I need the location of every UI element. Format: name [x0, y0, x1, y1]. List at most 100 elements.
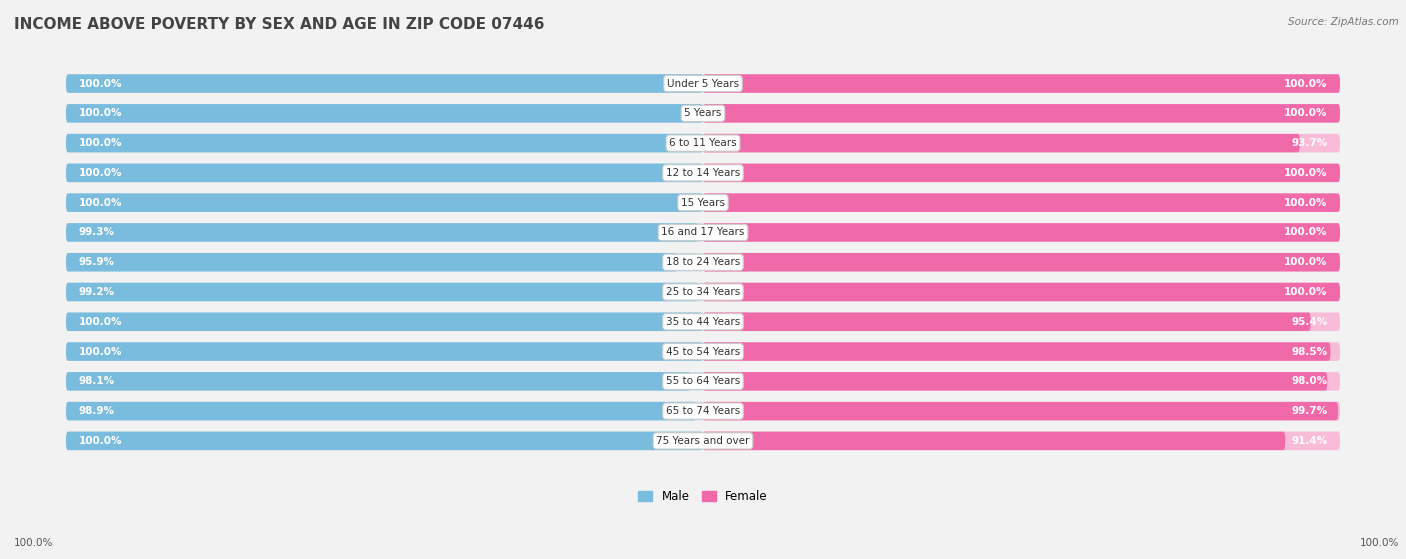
FancyBboxPatch shape [66, 134, 1340, 153]
FancyBboxPatch shape [66, 402, 1340, 420]
FancyBboxPatch shape [66, 312, 1340, 331]
Text: 100.0%: 100.0% [79, 436, 122, 446]
FancyBboxPatch shape [66, 104, 1340, 122]
FancyBboxPatch shape [66, 312, 703, 331]
Text: 100.0%: 100.0% [79, 198, 122, 207]
FancyBboxPatch shape [66, 223, 703, 241]
Text: 25 to 34 Years: 25 to 34 Years [666, 287, 740, 297]
Text: 95.4%: 95.4% [1291, 317, 1327, 327]
Text: 65 to 74 Years: 65 to 74 Years [666, 406, 740, 416]
FancyBboxPatch shape [703, 283, 1340, 301]
FancyBboxPatch shape [66, 372, 690, 391]
Text: 100.0%: 100.0% [79, 79, 122, 88]
FancyBboxPatch shape [703, 223, 1340, 241]
Text: 93.7%: 93.7% [1291, 138, 1327, 148]
Text: Source: ZipAtlas.com: Source: ZipAtlas.com [1288, 17, 1399, 27]
FancyBboxPatch shape [703, 372, 1327, 391]
FancyBboxPatch shape [703, 253, 1340, 272]
FancyBboxPatch shape [703, 402, 1340, 420]
Text: 100.0%: 100.0% [1284, 257, 1327, 267]
FancyBboxPatch shape [66, 74, 703, 93]
FancyBboxPatch shape [66, 253, 1340, 272]
FancyBboxPatch shape [66, 283, 703, 301]
Text: 100.0%: 100.0% [79, 168, 122, 178]
Text: 5 Years: 5 Years [685, 108, 721, 119]
Text: 99.2%: 99.2% [79, 287, 115, 297]
Text: 45 to 54 Years: 45 to 54 Years [666, 347, 740, 357]
FancyBboxPatch shape [66, 253, 703, 272]
Text: 91.4%: 91.4% [1291, 436, 1327, 446]
Text: 35 to 44 Years: 35 to 44 Years [666, 317, 740, 327]
FancyBboxPatch shape [703, 104, 1340, 122]
FancyBboxPatch shape [703, 402, 1339, 420]
Text: INCOME ABOVE POVERTY BY SEX AND AGE IN ZIP CODE 07446: INCOME ABOVE POVERTY BY SEX AND AGE IN Z… [14, 17, 544, 32]
FancyBboxPatch shape [703, 432, 1340, 450]
FancyBboxPatch shape [703, 342, 1330, 361]
Text: 99.3%: 99.3% [79, 228, 115, 238]
FancyBboxPatch shape [66, 283, 697, 301]
FancyBboxPatch shape [66, 312, 703, 331]
Text: 100.0%: 100.0% [1284, 168, 1327, 178]
Legend: Male, Female: Male, Female [634, 485, 772, 508]
Text: 100.0%: 100.0% [1284, 79, 1327, 88]
FancyBboxPatch shape [66, 164, 703, 182]
FancyBboxPatch shape [703, 74, 1340, 93]
Text: 18 to 24 Years: 18 to 24 Years [666, 257, 740, 267]
Text: 6 to 11 Years: 6 to 11 Years [669, 138, 737, 148]
FancyBboxPatch shape [703, 432, 1285, 450]
FancyBboxPatch shape [66, 104, 703, 122]
FancyBboxPatch shape [66, 283, 1340, 301]
Text: 100.0%: 100.0% [79, 347, 122, 357]
FancyBboxPatch shape [66, 193, 703, 212]
Text: 15 Years: 15 Years [681, 198, 725, 207]
FancyBboxPatch shape [66, 372, 1340, 391]
FancyBboxPatch shape [703, 104, 1340, 122]
FancyBboxPatch shape [66, 164, 703, 182]
FancyBboxPatch shape [66, 223, 1340, 241]
Text: 98.9%: 98.9% [79, 406, 115, 416]
FancyBboxPatch shape [66, 74, 1340, 93]
FancyBboxPatch shape [703, 372, 1340, 391]
Text: Under 5 Years: Under 5 Years [666, 79, 740, 88]
FancyBboxPatch shape [703, 223, 1340, 241]
FancyBboxPatch shape [703, 283, 1340, 301]
FancyBboxPatch shape [66, 432, 703, 450]
FancyBboxPatch shape [703, 164, 1340, 182]
FancyBboxPatch shape [66, 372, 703, 391]
FancyBboxPatch shape [703, 193, 1340, 212]
Text: 98.0%: 98.0% [1291, 376, 1327, 386]
Text: 100.0%: 100.0% [79, 108, 122, 119]
Text: 12 to 14 Years: 12 to 14 Years [666, 168, 740, 178]
Text: 100.0%: 100.0% [1360, 538, 1399, 548]
FancyBboxPatch shape [703, 312, 1340, 331]
Text: 98.1%: 98.1% [79, 376, 115, 386]
FancyBboxPatch shape [66, 402, 696, 420]
FancyBboxPatch shape [66, 104, 703, 122]
Text: 100.0%: 100.0% [79, 138, 122, 148]
Text: 75 Years and over: 75 Years and over [657, 436, 749, 446]
FancyBboxPatch shape [703, 74, 1340, 93]
FancyBboxPatch shape [703, 342, 1340, 361]
Text: 100.0%: 100.0% [1284, 287, 1327, 297]
FancyBboxPatch shape [66, 134, 703, 153]
FancyBboxPatch shape [66, 134, 703, 153]
Text: 16 and 17 Years: 16 and 17 Years [661, 228, 745, 238]
FancyBboxPatch shape [66, 223, 699, 241]
FancyBboxPatch shape [66, 74, 703, 93]
FancyBboxPatch shape [66, 342, 703, 361]
FancyBboxPatch shape [703, 164, 1340, 182]
FancyBboxPatch shape [66, 193, 703, 212]
FancyBboxPatch shape [66, 164, 1340, 182]
FancyBboxPatch shape [703, 134, 1301, 153]
FancyBboxPatch shape [66, 253, 676, 272]
FancyBboxPatch shape [66, 402, 703, 420]
Text: 100.0%: 100.0% [1284, 108, 1327, 119]
Text: 55 to 64 Years: 55 to 64 Years [666, 376, 740, 386]
Text: 100.0%: 100.0% [14, 538, 53, 548]
Text: 100.0%: 100.0% [1284, 228, 1327, 238]
FancyBboxPatch shape [703, 193, 1340, 212]
Text: 95.9%: 95.9% [79, 257, 115, 267]
FancyBboxPatch shape [703, 312, 1310, 331]
Text: 99.7%: 99.7% [1291, 406, 1327, 416]
FancyBboxPatch shape [66, 342, 703, 361]
